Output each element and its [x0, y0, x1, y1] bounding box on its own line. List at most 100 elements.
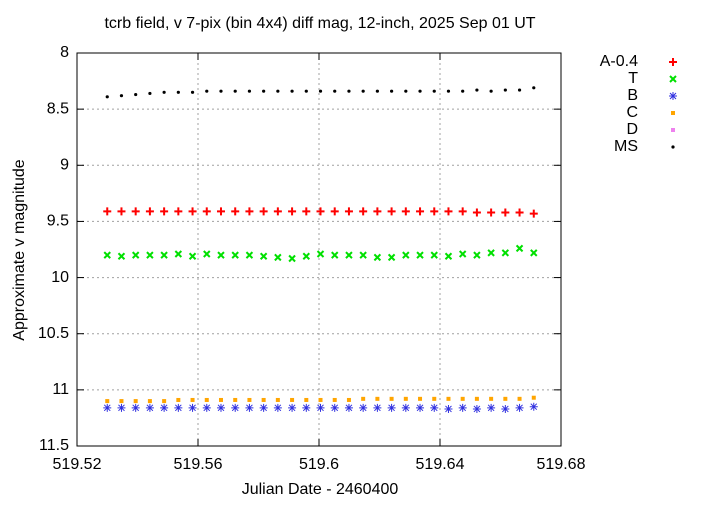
x-tick-label: 519.64 — [416, 456, 465, 473]
point — [458, 403, 467, 412]
point — [430, 251, 438, 259]
chart-title: tcrb field, v 7-pix (bin 4x4) diff mag, … — [104, 15, 535, 32]
marker — [273, 207, 282, 216]
point — [160, 403, 169, 412]
marker — [532, 86, 536, 90]
marker — [475, 88, 479, 92]
marker — [531, 395, 536, 400]
point — [273, 207, 282, 216]
marker — [131, 251, 140, 259]
marker — [418, 396, 423, 401]
point — [259, 207, 268, 216]
marker — [148, 91, 152, 96]
marker — [162, 399, 167, 404]
point — [133, 399, 138, 404]
point — [131, 403, 140, 412]
marker — [103, 403, 112, 412]
marker — [345, 251, 353, 259]
point — [331, 251, 339, 259]
marker — [302, 252, 311, 260]
marker — [389, 396, 394, 401]
legend-marker — [671, 111, 675, 115]
marker — [247, 89, 252, 93]
point — [361, 89, 365, 93]
point — [188, 403, 197, 412]
point — [344, 403, 353, 412]
point — [432, 396, 437, 401]
marker — [103, 251, 111, 259]
point — [446, 396, 451, 401]
marker — [203, 250, 211, 258]
point — [487, 403, 496, 412]
marker — [275, 397, 280, 402]
marker — [669, 58, 677, 66]
point — [416, 403, 425, 412]
marker — [134, 92, 138, 97]
y-tick-label: 9.5 — [47, 213, 69, 230]
point — [233, 89, 237, 93]
y-axis-label: Approximate v magnitude — [11, 159, 28, 341]
point — [119, 94, 124, 98]
point — [204, 397, 209, 402]
point — [288, 207, 297, 216]
marker — [202, 207, 211, 216]
marker — [117, 403, 126, 412]
point — [333, 89, 337, 93]
point — [461, 89, 465, 93]
marker — [669, 75, 677, 83]
point — [117, 403, 126, 412]
marker — [515, 244, 524, 253]
legend-marker — [669, 75, 677, 83]
marker — [501, 404, 510, 413]
point — [503, 396, 508, 401]
point — [117, 207, 126, 216]
point — [418, 396, 423, 401]
marker — [318, 89, 323, 93]
point — [346, 397, 351, 402]
point — [430, 403, 439, 412]
point — [373, 403, 382, 412]
marker — [671, 111, 675, 115]
point — [503, 88, 507, 92]
legend-label: D — [626, 121, 638, 138]
point — [202, 207, 211, 216]
point — [162, 399, 167, 404]
marker — [430, 207, 439, 216]
marker — [262, 89, 266, 93]
point — [160, 207, 169, 216]
marker — [416, 403, 425, 412]
marker — [219, 89, 223, 93]
marker — [444, 207, 453, 216]
point — [375, 89, 379, 93]
marker — [347, 89, 351, 93]
marker — [231, 251, 239, 259]
marker — [316, 250, 325, 258]
point — [416, 251, 424, 259]
point — [188, 207, 197, 216]
legend-label: B — [627, 87, 638, 104]
marker — [133, 399, 138, 404]
marker — [460, 396, 465, 401]
marker — [373, 207, 382, 216]
marker — [205, 89, 209, 93]
marker — [529, 209, 538, 218]
marker — [517, 396, 522, 401]
marker — [259, 207, 268, 216]
marker — [176, 397, 181, 402]
marker — [318, 397, 323, 402]
marker — [390, 89, 394, 93]
point — [302, 207, 311, 216]
legend-label: A-0.4 — [600, 53, 638, 70]
marker — [216, 207, 225, 216]
x-tick-label: 519.52 — [53, 456, 102, 473]
marker — [472, 208, 481, 217]
point — [217, 251, 225, 259]
marker — [373, 403, 382, 412]
point — [131, 207, 140, 216]
point — [472, 404, 481, 413]
point — [345, 251, 353, 259]
marker — [288, 207, 297, 216]
point — [515, 403, 524, 412]
point — [444, 207, 453, 216]
marker — [387, 207, 396, 216]
